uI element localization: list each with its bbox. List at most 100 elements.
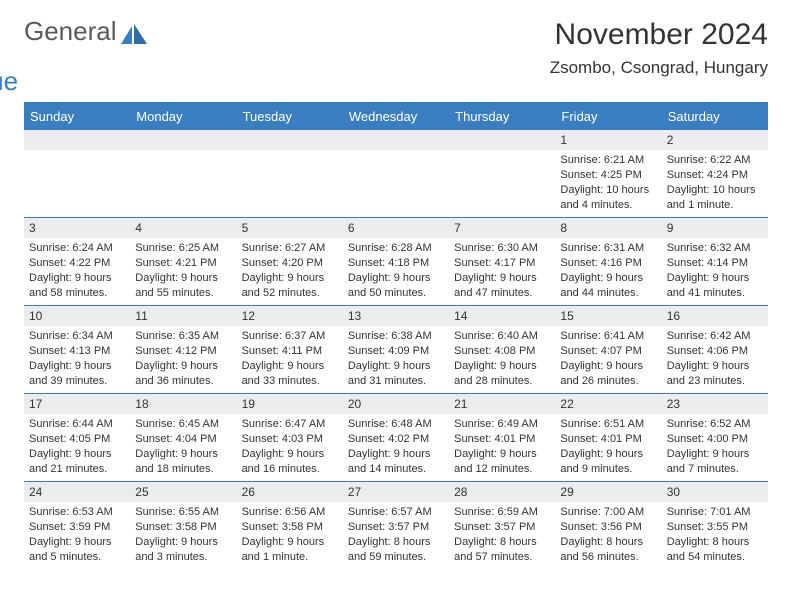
day-body: Sunrise: 6:44 AMSunset: 4:05 PMDaylight:… bbox=[24, 414, 130, 480]
sunrise-line: Sunrise: 6:49 AM bbox=[454, 417, 550, 432]
day-body: Sunrise: 6:32 AMSunset: 4:14 PMDaylight:… bbox=[662, 238, 768, 304]
sunset-line: Sunset: 4:05 PM bbox=[29, 432, 125, 447]
daylight-line: Daylight: 9 hours and 14 minutes. bbox=[348, 447, 444, 477]
sunrise-line: Sunrise: 7:00 AM bbox=[560, 505, 656, 520]
sunrise-line: Sunrise: 6:24 AM bbox=[29, 241, 125, 256]
calendar-cell: 6Sunrise: 6:28 AMSunset: 4:18 PMDaylight… bbox=[343, 218, 449, 306]
day-number: 23 bbox=[662, 394, 768, 414]
day-number: 18 bbox=[130, 394, 236, 414]
calendar-cell: 8Sunrise: 6:31 AMSunset: 4:16 PMDaylight… bbox=[555, 218, 661, 306]
sunrise-line: Sunrise: 6:56 AM bbox=[242, 505, 338, 520]
daylight-line: Daylight: 9 hours and 36 minutes. bbox=[135, 359, 231, 389]
sunset-line: Sunset: 4:01 PM bbox=[454, 432, 550, 447]
day-body: Sunrise: 6:41 AMSunset: 4:07 PMDaylight:… bbox=[555, 326, 661, 392]
sunrise-line: Sunrise: 6:27 AM bbox=[242, 241, 338, 256]
day-body: Sunrise: 6:31 AMSunset: 4:16 PMDaylight:… bbox=[555, 238, 661, 304]
daylight-line: Daylight: 9 hours and 3 minutes. bbox=[135, 535, 231, 565]
calendar-cell: 28Sunrise: 6:59 AMSunset: 3:57 PMDayligh… bbox=[449, 482, 555, 570]
daylight-line: Daylight: 10 hours and 4 minutes. bbox=[560, 183, 656, 213]
sunset-line: Sunset: 3:57 PM bbox=[348, 520, 444, 535]
day-body: Sunrise: 7:01 AMSunset: 3:55 PMDaylight:… bbox=[662, 502, 768, 568]
day-header: Wednesday bbox=[343, 103, 449, 130]
daylight-line: Daylight: 8 hours and 56 minutes. bbox=[560, 535, 656, 565]
sunrise-line: Sunrise: 6:30 AM bbox=[454, 241, 550, 256]
logo-word-general: General bbox=[24, 16, 117, 46]
calendar-table: SundayMondayTuesdayWednesdayThursdayFrid… bbox=[24, 102, 768, 570]
day-number: 13 bbox=[343, 306, 449, 326]
sunset-line: Sunset: 4:07 PM bbox=[560, 344, 656, 359]
sunset-line: Sunset: 4:03 PM bbox=[242, 432, 338, 447]
sunset-line: Sunset: 4:14 PM bbox=[667, 256, 763, 271]
sunset-line: Sunset: 4:24 PM bbox=[667, 168, 763, 183]
table-row: 24Sunrise: 6:53 AMSunset: 3:59 PMDayligh… bbox=[24, 482, 768, 570]
day-body: Sunrise: 6:48 AMSunset: 4:02 PMDaylight:… bbox=[343, 414, 449, 480]
day-number: 19 bbox=[237, 394, 343, 414]
sunrise-line: Sunrise: 6:34 AM bbox=[29, 329, 125, 344]
sunset-line: Sunset: 4:18 PM bbox=[348, 256, 444, 271]
sunset-line: Sunset: 4:16 PM bbox=[560, 256, 656, 271]
calendar-cell: 24Sunrise: 6:53 AMSunset: 3:59 PMDayligh… bbox=[24, 482, 130, 570]
calendar-cell: 14Sunrise: 6:40 AMSunset: 4:08 PMDayligh… bbox=[449, 306, 555, 394]
calendar-cell: 3 Sunrise: 6:24 AMSunset: 4:22 PMDaylight… bbox=[24, 218, 130, 306]
calendar-cell: 30Sunrise: 7:01 AMSunset: 3:55 PMDayligh… bbox=[662, 482, 768, 570]
location: Zsombo, Csongrad, Hungary bbox=[550, 58, 768, 78]
day-number: 15 bbox=[555, 306, 661, 326]
day-number bbox=[130, 130, 236, 150]
day-body: Sunrise: 6:47 AMSunset: 4:03 PMDaylight:… bbox=[237, 414, 343, 480]
sunrise-line: Sunrise: 6:28 AM bbox=[348, 241, 444, 256]
sunset-line: Sunset: 4:01 PM bbox=[560, 432, 656, 447]
calendar-cell: 1Sunrise: 6:21 AMSunset: 4:25 PMDaylight… bbox=[555, 130, 661, 218]
sunrise-line: Sunrise: 6:42 AM bbox=[667, 329, 763, 344]
day-number: 17 bbox=[24, 394, 130, 414]
day-body: Sunrise: 6:52 AMSunset: 4:00 PMDaylight:… bbox=[662, 414, 768, 480]
calendar-cell: 21 Sunrise: 6:49 AMSunset: 4:01 PMDayligh… bbox=[449, 394, 555, 482]
sunset-line: Sunset: 4:21 PM bbox=[135, 256, 231, 271]
daylight-line: Daylight: 9 hours and 12 minutes. bbox=[454, 447, 550, 477]
daylight-line: Daylight: 9 hours and 18 minutes. bbox=[135, 447, 231, 477]
daylight-line: Daylight: 9 hours and 55 minutes. bbox=[135, 271, 231, 301]
day-body: Sunrise: 6:51 AMSunset: 4:01 PMDaylight:… bbox=[555, 414, 661, 480]
calendar-body: 1Sunrise: 6:21 AMSunset: 4:25 PMDaylight… bbox=[24, 130, 768, 570]
day-body: Sunrise: 6:57 AMSunset: 3:57 PMDaylight:… bbox=[343, 502, 449, 568]
day-number: 21 bbox=[449, 394, 555, 414]
daylight-line: Daylight: 9 hours and 33 minutes. bbox=[242, 359, 338, 389]
sunrise-line: Sunrise: 6:55 AM bbox=[135, 505, 231, 520]
day-number: 3 bbox=[24, 218, 130, 238]
sunset-line: Sunset: 4:17 PM bbox=[454, 256, 550, 271]
day-number: 22 bbox=[555, 394, 661, 414]
day-header: Thursday bbox=[449, 103, 555, 130]
day-header: Monday bbox=[130, 103, 236, 130]
sunset-line: Sunset: 4:11 PM bbox=[242, 344, 338, 359]
day-body: Sunrise: 6:27 AMSunset: 4:20 PMDaylight:… bbox=[237, 238, 343, 304]
sunset-line: Sunset: 4:13 PM bbox=[29, 344, 125, 359]
daylight-line: Daylight: 9 hours and 39 minutes. bbox=[29, 359, 125, 389]
calendar-cell bbox=[24, 130, 130, 218]
day-body: Sunrise: 6:53 AMSunset: 3:59 PMDaylight:… bbox=[24, 502, 130, 568]
calendar-cell: 20Sunrise: 6:48 AMSunset: 4:02 PMDayligh… bbox=[343, 394, 449, 482]
calendar-cell: 19Sunrise: 6:47 AMSunset: 4:03 PMDayligh… bbox=[237, 394, 343, 482]
daylight-line: Daylight: 8 hours and 54 minutes. bbox=[667, 535, 763, 565]
day-number: 9 bbox=[662, 218, 768, 238]
calendar-cell: 2Sunrise: 6:22 AMSunset: 4:24 PMDaylight… bbox=[662, 130, 768, 218]
sunrise-line: Sunrise: 6:25 AM bbox=[135, 241, 231, 256]
day-header: Tuesday bbox=[237, 103, 343, 130]
sunset-line: Sunset: 4:22 PM bbox=[29, 256, 125, 271]
day-header: Sunday bbox=[24, 103, 130, 130]
table-row: 10Sunrise: 6:34 AMSunset: 4:13 PMDayligh… bbox=[24, 306, 768, 394]
daylight-line: Daylight: 9 hours and 58 minutes. bbox=[29, 271, 125, 301]
daylight-line: Daylight: 9 hours and 7 minutes. bbox=[667, 447, 763, 477]
sunset-line: Sunset: 4:25 PM bbox=[560, 168, 656, 183]
day-number: 12 bbox=[237, 306, 343, 326]
day-number bbox=[343, 130, 449, 150]
daylight-line: Daylight: 9 hours and 41 minutes. bbox=[667, 271, 763, 301]
month-title: November 2024 bbox=[550, 18, 768, 52]
daylight-line: Daylight: 9 hours and 16 minutes. bbox=[242, 447, 338, 477]
logo: General Blue bbox=[24, 18, 149, 94]
calendar-cell bbox=[343, 130, 449, 218]
daylight-line: Daylight: 9 hours and 21 minutes. bbox=[29, 447, 125, 477]
calendar-cell: 17Sunrise: 6:44 AMSunset: 4:05 PMDayligh… bbox=[24, 394, 130, 482]
table-row: 3Sunrise: 6:24 AMSunset: 4:22 PMDaylight… bbox=[24, 218, 768, 306]
day-number: 20 bbox=[343, 394, 449, 414]
page: General Blue November 2024 Zsombo, Csong… bbox=[0, 0, 792, 612]
calendar-head: SundayMondayTuesdayWednesdayThursdayFrid… bbox=[24, 103, 768, 130]
